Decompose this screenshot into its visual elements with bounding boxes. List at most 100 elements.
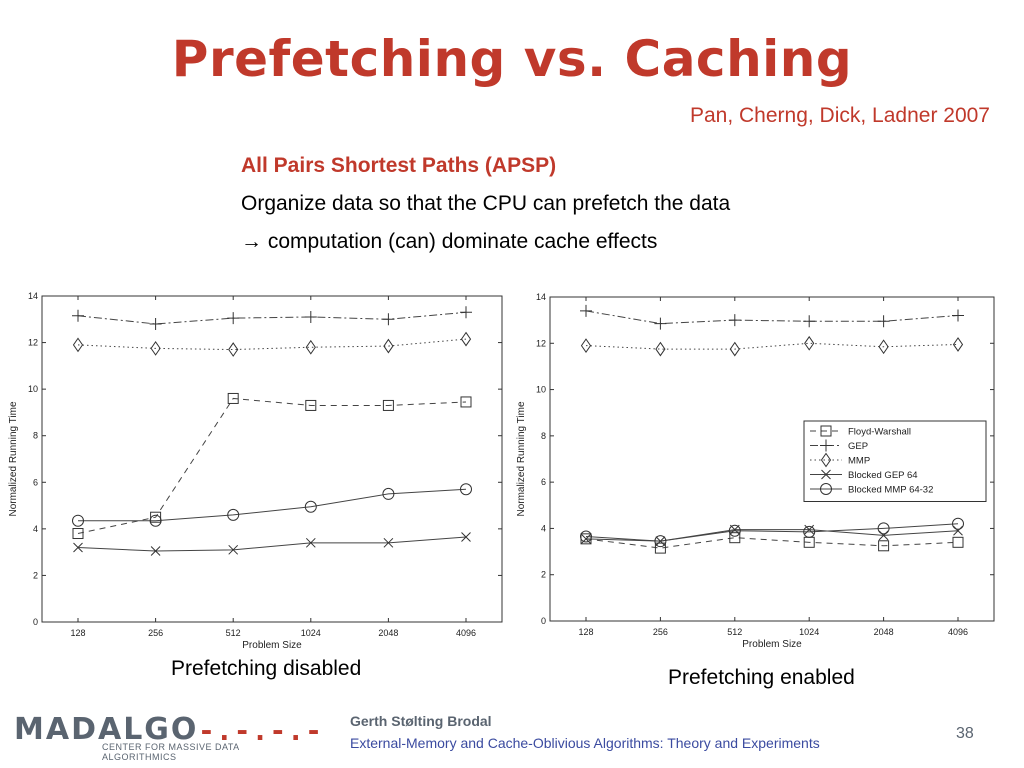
c1-data-point bbox=[580, 304, 592, 317]
c1-data-point bbox=[804, 524, 815, 535]
c0-xtick-label: 2048 bbox=[378, 628, 398, 638]
c0-data-point bbox=[460, 483, 472, 496]
c1-data-point bbox=[952, 536, 964, 548]
c1-legend-marker bbox=[820, 439, 832, 452]
c0-data-point bbox=[72, 309, 84, 322]
c0-data-point bbox=[227, 312, 240, 325]
c1-legend-marker bbox=[821, 469, 831, 480]
c0-series-line bbox=[77, 397, 467, 535]
c1-series-0 bbox=[580, 532, 964, 554]
c1-data-point bbox=[952, 309, 964, 322]
c1-data-point bbox=[877, 522, 890, 535]
c1-xtick-label: 4096 bbox=[948, 627, 968, 637]
c1-data-point bbox=[655, 341, 666, 357]
body-line-2: → computation (can) dominate cache effec… bbox=[241, 230, 658, 253]
madalgo-logo: MADALGO -.-.-.- CENTER FOR MASSIVE DATA … bbox=[14, 712, 322, 762]
c0-data-point bbox=[72, 528, 84, 540]
c1-data-point bbox=[878, 339, 889, 355]
c0-xtick-label: 4096 bbox=[456, 628, 476, 638]
footer-course-title: External-Memory and Cache-Oblivious Algo… bbox=[350, 735, 820, 751]
c1-legend-label: Blocked GEP 64 bbox=[848, 470, 918, 481]
c1-data-point bbox=[728, 314, 741, 327]
c1-legend-label: GEP bbox=[848, 441, 868, 452]
c1-data-point bbox=[877, 315, 890, 328]
logo-dash-mark: -.-.-.- bbox=[198, 714, 324, 747]
c0-data-point bbox=[228, 544, 239, 555]
c1-series-line bbox=[585, 523, 959, 542]
c0-data-point bbox=[382, 399, 394, 411]
c1-legend-box bbox=[803, 420, 987, 502]
c0-data-point bbox=[150, 341, 161, 356]
c1-series-3 bbox=[581, 524, 963, 547]
c1-ytick-label: 2 bbox=[541, 570, 546, 580]
c0-data-point bbox=[227, 392, 239, 404]
caption-prefetching-disabled: Prefetching disabled bbox=[171, 657, 362, 680]
c1-data-point bbox=[581, 533, 591, 544]
c0-data-point bbox=[460, 396, 472, 408]
c1-ytick-label: 0 bbox=[541, 616, 546, 626]
c0-series-3 bbox=[73, 532, 471, 556]
c1-series-2 bbox=[580, 335, 964, 357]
c0-data-point bbox=[149, 514, 162, 527]
c0-ytick-label: 6 bbox=[33, 477, 38, 487]
c0-xtick-label: 128 bbox=[70, 628, 85, 638]
c0-ytick-label: 4 bbox=[33, 524, 38, 534]
c1-ytick-label: 8 bbox=[541, 431, 546, 441]
c0-data-point bbox=[227, 508, 240, 521]
c1-data-point bbox=[803, 315, 816, 328]
c0-ytick-label: 10 bbox=[28, 384, 38, 394]
c1-legend-label: MMP bbox=[848, 456, 870, 467]
c0-x-axis-label: Problem Size bbox=[242, 640, 302, 651]
c1-legend-label: Blocked MMP 64-32 bbox=[848, 485, 933, 496]
c1-data-point bbox=[729, 532, 741, 544]
logo-wordmark: MADALGO bbox=[14, 712, 199, 747]
c0-data-point bbox=[383, 338, 394, 354]
chart-prefetching-disabled: 0 2 4 6 8 10 12 14 128 256 512 1024 2048 4096 Problem … bbox=[8, 291, 503, 651]
c0-data-point bbox=[305, 537, 316, 548]
c0-data-point bbox=[460, 331, 472, 347]
c0-data-point bbox=[460, 306, 472, 319]
c1-data-point bbox=[804, 335, 815, 351]
c0-data-point bbox=[149, 317, 162, 330]
c1-series-line bbox=[585, 310, 959, 325]
c1-data-point bbox=[803, 525, 816, 538]
caption-prefetching-enabled: Prefetching enabled bbox=[668, 666, 855, 689]
c1-data-point bbox=[580, 338, 592, 353]
c0-data-point bbox=[305, 399, 317, 411]
section-heading: All Pairs Shortest Paths (APSP) bbox=[241, 154, 557, 177]
c1-data-point bbox=[729, 341, 740, 357]
c1-legend-marker bbox=[820, 425, 832, 437]
c1-legend-marker bbox=[820, 483, 832, 495]
c1-data-point bbox=[952, 337, 964, 352]
c0-data-point bbox=[150, 511, 162, 523]
c0-series-0 bbox=[72, 392, 472, 540]
c0-series-line bbox=[77, 338, 467, 351]
c0-data-point bbox=[382, 313, 395, 326]
c0-series-line bbox=[77, 536, 467, 552]
c0-data-point bbox=[383, 537, 394, 548]
c1-series-1 bbox=[580, 304, 964, 330]
c0-data-point bbox=[382, 487, 395, 500]
c0-data-point bbox=[304, 310, 317, 323]
c1-data-point bbox=[580, 530, 592, 543]
c1-data-point bbox=[654, 542, 666, 554]
c0-ytick-label: 0 bbox=[33, 617, 38, 627]
c1-xtick-label: 1024 bbox=[799, 627, 819, 637]
c0-plot-frame bbox=[41, 295, 503, 623]
c1-data-point bbox=[654, 535, 667, 548]
c0-xtick-label: 512 bbox=[226, 628, 241, 638]
footer bbox=[0, 700, 1024, 768]
body-line-1: Organize data so that the CPU can prefet… bbox=[241, 192, 731, 215]
slide-title: Prefetching vs. Caching bbox=[171, 30, 853, 88]
c1-ytick-label: 10 bbox=[536, 385, 546, 395]
c1-data-point bbox=[728, 524, 741, 537]
c1-legend-label: Floyd-Warshall bbox=[848, 427, 911, 438]
c1-data-point bbox=[953, 525, 963, 536]
logo-subtitle: CENTER FOR MASSIVE DATA ALGORITHMICS bbox=[102, 742, 240, 762]
chart-prefetching-enabled: 0 2 4 6 8 10 12 14 128 256 512 1024 2048 4096 Problem … bbox=[516, 292, 995, 650]
c0-y-axis-label: Normalized Running Time bbox=[8, 401, 19, 516]
c1-series-4 bbox=[580, 517, 964, 548]
c0-xtick-label: 1024 bbox=[301, 628, 321, 638]
c1-legend: Floyd-Warshall GEP MMP Blocked GEP 64 Blocke… bbox=[803, 420, 987, 502]
c0-series-line bbox=[77, 311, 467, 325]
